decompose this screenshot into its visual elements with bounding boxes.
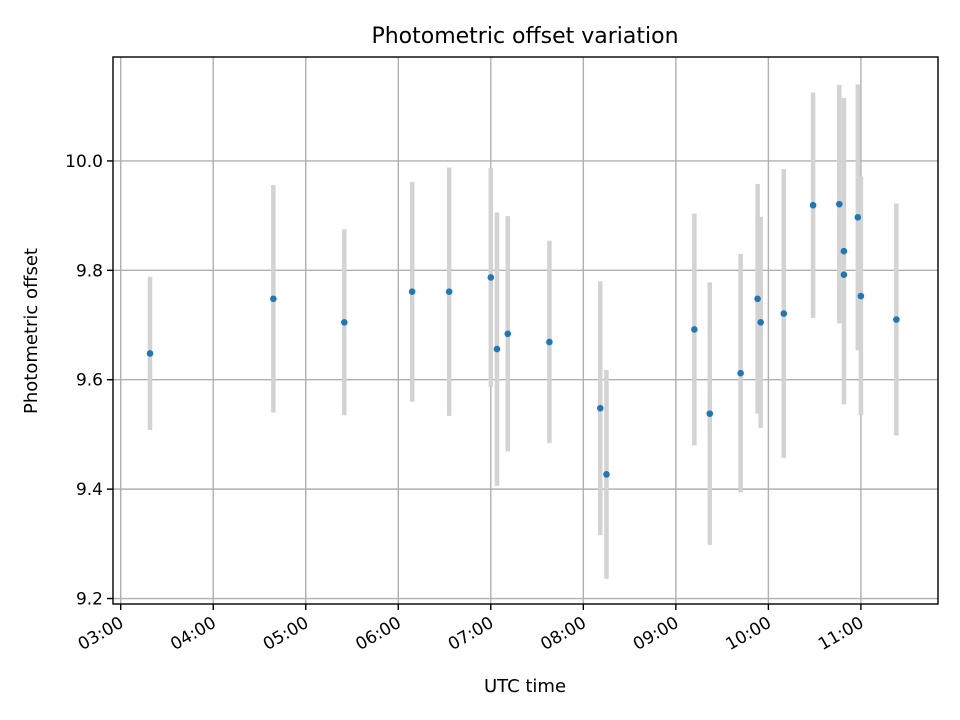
data-point [146,350,154,357]
data-point [341,318,348,326]
data-points [146,200,900,478]
data-point [836,200,843,208]
data-point [780,310,788,317]
data-point [840,247,848,255]
x-tick-label: 11:00 [815,613,867,655]
data-point [706,410,714,417]
data-point [854,213,862,221]
x-tick-label: 09:00 [630,613,682,655]
data-point [546,338,553,346]
data-point [270,295,277,303]
data-point [754,295,761,303]
data-point [493,345,501,353]
x-tick-label: 04:00 [167,613,219,655]
chart-title: Photometric offset variation [371,24,678,49]
y-tick-label: 10.0 [65,152,103,172]
x-axis-label: UTC time [484,676,566,697]
data-point [893,316,900,323]
data-point [596,404,604,412]
y-tick-label: 9.2 [76,590,103,610]
x-tick-label: 07:00 [445,613,497,655]
data-point [504,330,512,338]
data-point [809,201,817,209]
y-tick-label: 9.8 [76,261,103,281]
plot-frame [112,56,939,605]
x-tick-label: 05:00 [260,613,312,655]
x-tick-label: 06:00 [352,613,404,655]
y-tick-label: 9.6 [76,371,103,391]
y-tick-label: 9.4 [76,480,103,500]
y-axis-label: Photometric offset [21,248,42,414]
data-point [757,318,764,326]
data-point [445,288,453,295]
x-tick-label: 08:00 [537,613,589,655]
data-point [691,326,698,333]
x-tick-label: 10:00 [722,613,774,655]
data-point [408,288,416,295]
data-point [487,274,495,281]
data-point [857,292,865,300]
data-point [840,271,848,279]
data-point [737,369,744,377]
x-axis: 03:00 04:00 05:00 06:00 07:00 08:00 09:00 10:00… [75,604,867,655]
error-bars [147,84,899,579]
x-tick-label: 03:00 [75,613,127,655]
y-axis: 9.2 9.4 9.6 9.8 10.0 [65,152,113,610]
data-point [603,471,610,478]
